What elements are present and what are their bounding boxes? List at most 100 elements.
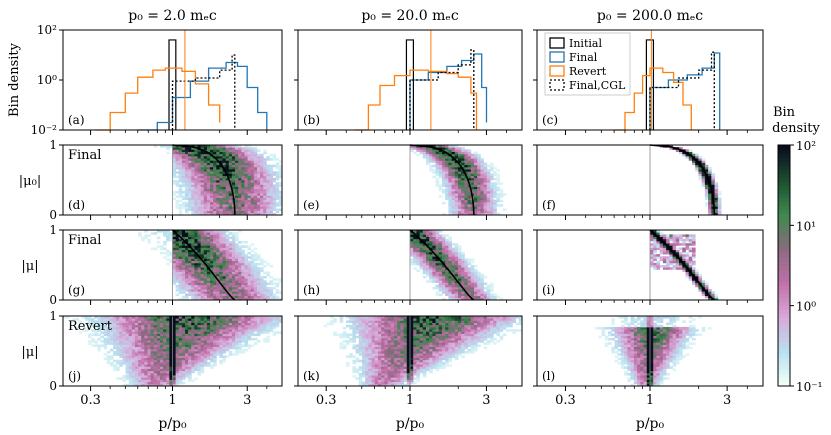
heatmap-cell bbox=[269, 206, 274, 209]
heatmap-cell bbox=[210, 286, 214, 290]
heatmap-cell bbox=[63, 316, 67, 319]
heatmap-cell bbox=[178, 190, 183, 194]
heatmap-cell bbox=[241, 351, 245, 354]
heatmap-cell bbox=[416, 232, 420, 235]
heatmap-cell bbox=[241, 177, 245, 181]
heatmap-cell bbox=[445, 245, 449, 248]
heatmap-cell bbox=[496, 295, 500, 299]
heatmap-cell bbox=[685, 254, 690, 257]
heatmap-cell bbox=[156, 245, 161, 248]
heatmap-cell bbox=[429, 251, 433, 255]
heatmap-cell bbox=[188, 359, 192, 363]
heatmap-cell bbox=[714, 193, 719, 196]
heatmap-cell bbox=[181, 232, 186, 235]
heatmap-cell bbox=[194, 230, 198, 233]
heatmap-cell bbox=[125, 320, 130, 323]
heatmap-cell bbox=[263, 271, 267, 275]
heatmap-cell bbox=[141, 357, 145, 361]
heatmap-cell bbox=[474, 180, 478, 183]
heatmap-cell bbox=[461, 155, 465, 159]
heatmap-cell bbox=[200, 162, 205, 166]
heatmap-cell bbox=[451, 147, 456, 150]
heatmap-cell bbox=[113, 335, 117, 339]
heatmap-cell bbox=[197, 348, 202, 352]
heatmap-cell bbox=[438, 267, 443, 270]
heatmap-cell bbox=[451, 149, 456, 152]
heatmap-cell bbox=[238, 147, 242, 150]
heatmap-cell bbox=[225, 210, 230, 214]
heatmap-cell bbox=[235, 344, 239, 348]
heatmap-cell bbox=[483, 208, 488, 212]
heatmap-cell bbox=[181, 375, 186, 378]
heatmap-cell bbox=[461, 206, 465, 209]
heatmap-cell bbox=[109, 337, 114, 341]
heatmap-cell bbox=[362, 348, 366, 352]
heatmap-cell bbox=[698, 273, 703, 277]
heatmap-cell bbox=[490, 193, 494, 196]
heatmap-cell bbox=[662, 260, 667, 264]
heatmap-cell bbox=[701, 160, 706, 163]
heatmap-cell bbox=[419, 149, 424, 152]
heatmap-cell bbox=[269, 210, 274, 214]
heatmap-cell bbox=[244, 284, 248, 288]
heatmap-cell bbox=[181, 256, 186, 259]
heatmap-cell bbox=[178, 351, 183, 354]
heatmap-cell bbox=[410, 232, 414, 235]
heatmap-cell bbox=[159, 322, 164, 326]
heatmap-cell bbox=[175, 331, 180, 334]
heatmap-cell bbox=[231, 234, 236, 237]
heatmap-cell bbox=[253, 175, 258, 179]
heatmap-cell bbox=[241, 329, 245, 332]
heatmap-cell bbox=[197, 353, 202, 356]
heatmap-cell bbox=[175, 326, 180, 330]
heatmap-cell bbox=[253, 212, 258, 216]
heatmap-cell bbox=[150, 337, 155, 341]
heatmap-cell bbox=[153, 381, 158, 385]
heatmap-cell bbox=[691, 267, 696, 270]
heatmap-cell bbox=[222, 210, 227, 214]
heatmap-cell bbox=[206, 162, 211, 166]
heatmap-cell bbox=[210, 340, 214, 343]
heatmap-cell bbox=[131, 333, 136, 337]
heatmap-cell bbox=[275, 175, 280, 179]
heatmap-cell bbox=[203, 324, 208, 328]
heatmap-cell bbox=[493, 199, 497, 203]
heatmap-cell bbox=[426, 254, 430, 257]
heatmap-cell bbox=[210, 236, 214, 240]
heatmap-cell bbox=[191, 155, 195, 159]
heatmap-cell bbox=[461, 212, 465, 216]
heatmap-cell bbox=[172, 153, 177, 157]
heatmap-cell bbox=[483, 282, 488, 286]
heatmap-cell bbox=[172, 267, 177, 270]
heatmap-cell bbox=[714, 212, 719, 216]
heatmap-cell bbox=[206, 232, 211, 235]
heatmap-cell bbox=[238, 201, 242, 205]
heatmap-cell bbox=[119, 329, 123, 332]
heatmap-cell bbox=[275, 177, 280, 181]
heatmap-cell bbox=[197, 160, 202, 163]
heatmap-cell bbox=[352, 335, 356, 339]
heatmap-cell bbox=[474, 206, 478, 209]
heatmap-cell bbox=[470, 260, 475, 264]
heatmap-cell bbox=[717, 201, 722, 205]
heatmap-cell bbox=[269, 297, 274, 301]
heatmap-cell bbox=[197, 340, 202, 343]
heatmap-cell bbox=[238, 295, 242, 299]
heatmap-cell bbox=[346, 355, 350, 358]
heatmap-cell bbox=[269, 289, 274, 292]
heatmap-cell bbox=[275, 297, 280, 301]
heatmap-cell bbox=[247, 188, 252, 192]
heatmap-cell bbox=[250, 316, 255, 319]
heatmap-cell bbox=[185, 151, 189, 155]
heatmap-cell bbox=[461, 297, 465, 301]
heatmap-cell bbox=[194, 206, 198, 209]
heatmap-cell bbox=[244, 149, 248, 152]
heatmap-cell bbox=[256, 318, 261, 321]
heatmap-cell bbox=[247, 151, 252, 155]
heatmap-cell bbox=[216, 193, 220, 196]
heatmap-cell bbox=[358, 353, 363, 356]
heatmap-cell bbox=[125, 377, 130, 380]
heatmap-cell bbox=[474, 278, 478, 281]
heatmap-cell bbox=[333, 333, 337, 337]
heatmap-cell bbox=[213, 353, 217, 356]
